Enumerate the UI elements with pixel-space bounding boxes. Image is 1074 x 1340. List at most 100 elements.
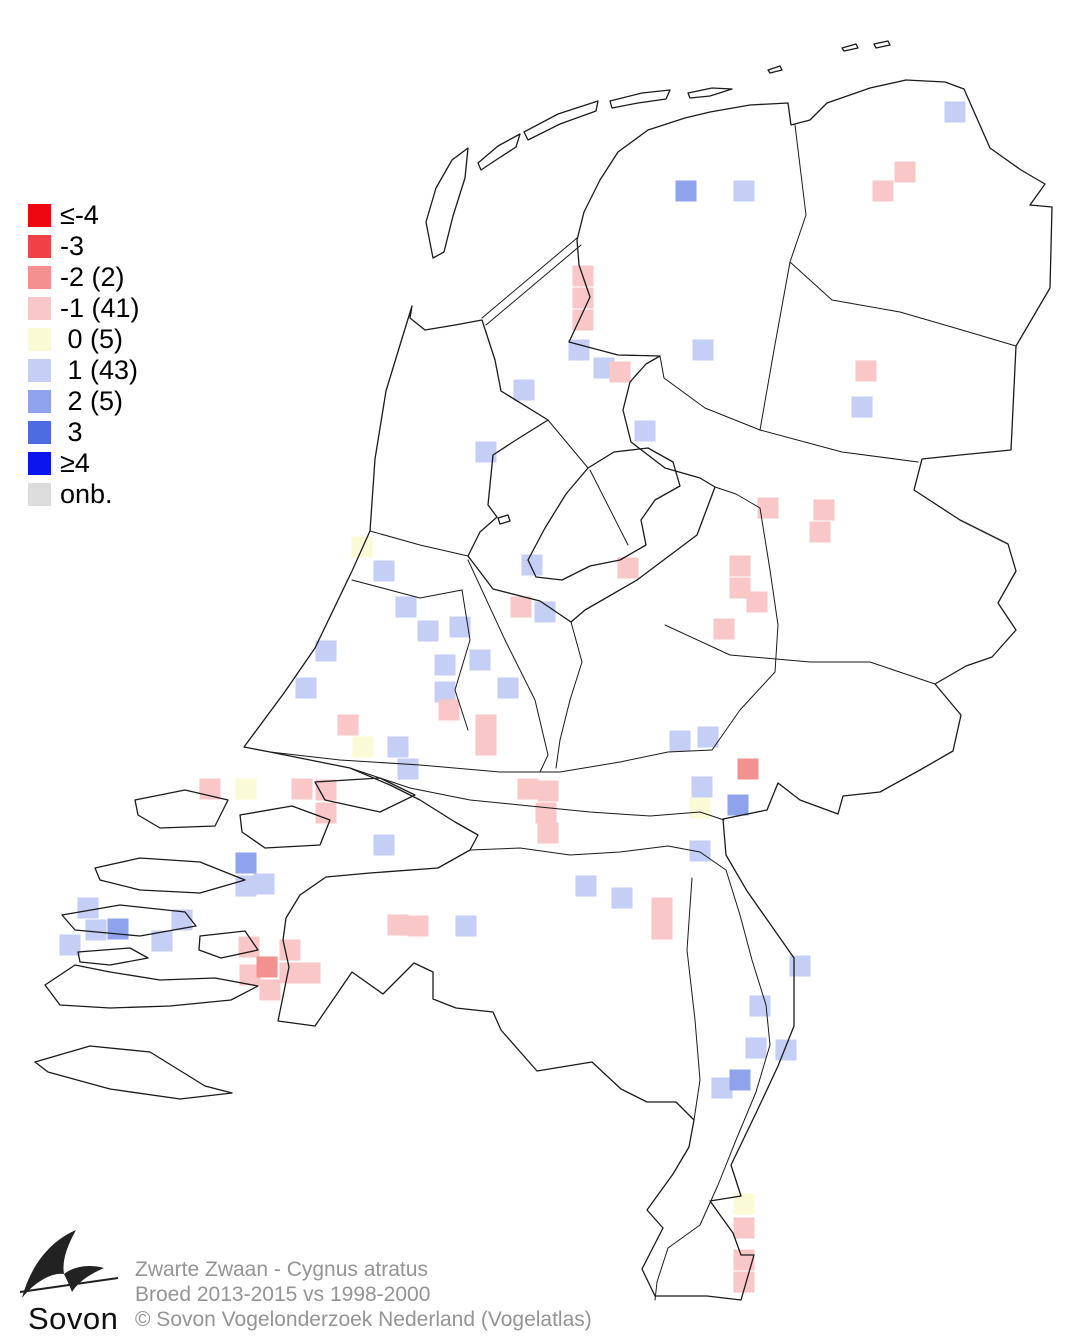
grid-cell-marker — [872, 180, 894, 202]
flevoland-outline — [497, 447, 681, 581]
grid-cell-marker — [279, 962, 301, 984]
grid-cell-marker — [475, 441, 497, 463]
grid-cell-marker — [337, 714, 359, 736]
legend-item: -2 (2) — [28, 262, 140, 293]
legend-item: onb. — [28, 479, 140, 510]
grid-cell-marker — [352, 736, 374, 758]
legend-item: -3 — [28, 231, 140, 262]
grid-cell-marker — [434, 654, 456, 676]
grid-cell-marker — [256, 956, 278, 978]
legend-label: onb. — [60, 479, 113, 509]
grid-cell-marker — [669, 730, 691, 752]
grid-cell-marker — [434, 681, 456, 703]
legend-item: 2 (5) — [28, 386, 140, 417]
grid-cell-marker — [634, 420, 656, 442]
grid-cell-marker — [691, 776, 713, 798]
grid-cell-marker — [572, 287, 594, 309]
grid-cell-marker — [373, 560, 395, 582]
grid-cell-marker — [475, 734, 497, 756]
grid-cell-marker — [729, 1069, 751, 1091]
grid-cell-marker — [475, 714, 497, 736]
caption: Zwarte Zwaan - Cygnus atratus Broed 2013… — [135, 1257, 592, 1332]
grid-cell-marker — [617, 557, 639, 579]
grid-cell-marker — [745, 1037, 767, 1059]
grid-cell-layer — [59, 101, 966, 1293]
grid-cell-marker — [351, 536, 373, 558]
grid-cell-marker — [651, 918, 673, 940]
grid-cell-marker — [813, 499, 835, 521]
grid-cell-marker — [239, 964, 261, 986]
legend-swatch-icon — [28, 483, 51, 506]
legend-swatch-icon — [28, 359, 51, 382]
wadden-islands-outline — [425, 40, 891, 259]
grid-cell-marker — [259, 979, 281, 1001]
grid-cell-marker — [407, 915, 429, 937]
legend-swatch-icon — [28, 452, 51, 475]
grid-cell-marker — [387, 914, 409, 936]
legend-item: 1 (43) — [28, 355, 140, 386]
dike-lines — [481, 237, 629, 546]
grid-cell-marker — [397, 758, 419, 780]
grid-cell-marker — [692, 339, 714, 361]
grid-cell-marker — [455, 915, 477, 937]
grid-cell-marker — [373, 834, 395, 856]
grid-cell-marker — [651, 897, 673, 919]
grid-cell-marker — [689, 840, 711, 862]
grid-cell-marker — [572, 309, 594, 331]
legend-swatch-icon — [28, 266, 51, 289]
grid-cell-marker — [510, 596, 532, 618]
ijssel-river — [711, 486, 779, 751]
grid-cell-marker — [737, 758, 759, 780]
legend-label: -1 (41) — [60, 293, 140, 323]
legend-swatch-icon — [28, 328, 51, 351]
grid-cell-marker — [449, 616, 471, 638]
caption-copyright: © Sovon Vogelonderzoek Nederland (Vogela… — [135, 1308, 592, 1331]
grid-cell-marker — [315, 779, 337, 801]
grid-cell-marker — [757, 497, 779, 519]
legend-label: -2 (2) — [60, 262, 125, 292]
grid-cell-marker — [537, 780, 559, 802]
grid-cell-marker — [521, 554, 543, 576]
legend-item: ≥4 — [28, 448, 140, 479]
province-borders-north — [659, 124, 1017, 463]
central-rivers — [269, 749, 725, 821]
grid-cell-marker — [675, 180, 697, 202]
grid-cell-marker — [77, 897, 99, 919]
grid-cell-marker — [253, 873, 275, 895]
grid-cell-marker — [279, 939, 301, 961]
grid-cell-marker — [733, 180, 755, 202]
grid-cell-marker — [733, 1217, 755, 1239]
grid-cell-marker — [711, 1077, 733, 1099]
legend-item: ≤-4 — [28, 200, 140, 231]
grid-cell-marker — [59, 934, 81, 956]
grid-cell-marker — [235, 875, 257, 897]
grid-cell-marker — [733, 1271, 755, 1293]
legend-item: -1 (41) — [28, 293, 140, 324]
grid-cell-marker — [535, 802, 557, 824]
grid-cell-marker — [944, 101, 966, 123]
grid-cell-marker — [689, 797, 711, 819]
grid-cell-marker — [809, 521, 831, 543]
grid-cell-marker — [789, 955, 811, 977]
border-brabant-limburg — [686, 877, 701, 1121]
grid-cell-marker — [609, 361, 631, 383]
grid-cell-marker — [513, 379, 535, 401]
sovon-logo: Sovon — [14, 1228, 144, 1337]
grid-cell-marker — [107, 918, 129, 940]
mainland-outline — [243, 79, 1053, 1301]
grid-cell-marker — [894, 161, 916, 183]
grid-cell-marker — [729, 577, 751, 599]
grid-cell-marker — [697, 726, 719, 748]
grid-cell-marker — [517, 778, 539, 800]
grid-cell-marker — [291, 778, 313, 800]
grid-cell-marker — [575, 875, 597, 897]
swallow-icon — [19, 1230, 119, 1298]
grid-cell-marker — [746, 591, 768, 613]
grid-cell-marker — [299, 962, 321, 984]
province-borders-west — [351, 530, 583, 773]
grid-cell-marker — [851, 396, 873, 418]
grid-cell-marker — [729, 555, 751, 577]
grid-cell-marker — [593, 357, 615, 379]
grid-cell-marker — [315, 802, 337, 824]
